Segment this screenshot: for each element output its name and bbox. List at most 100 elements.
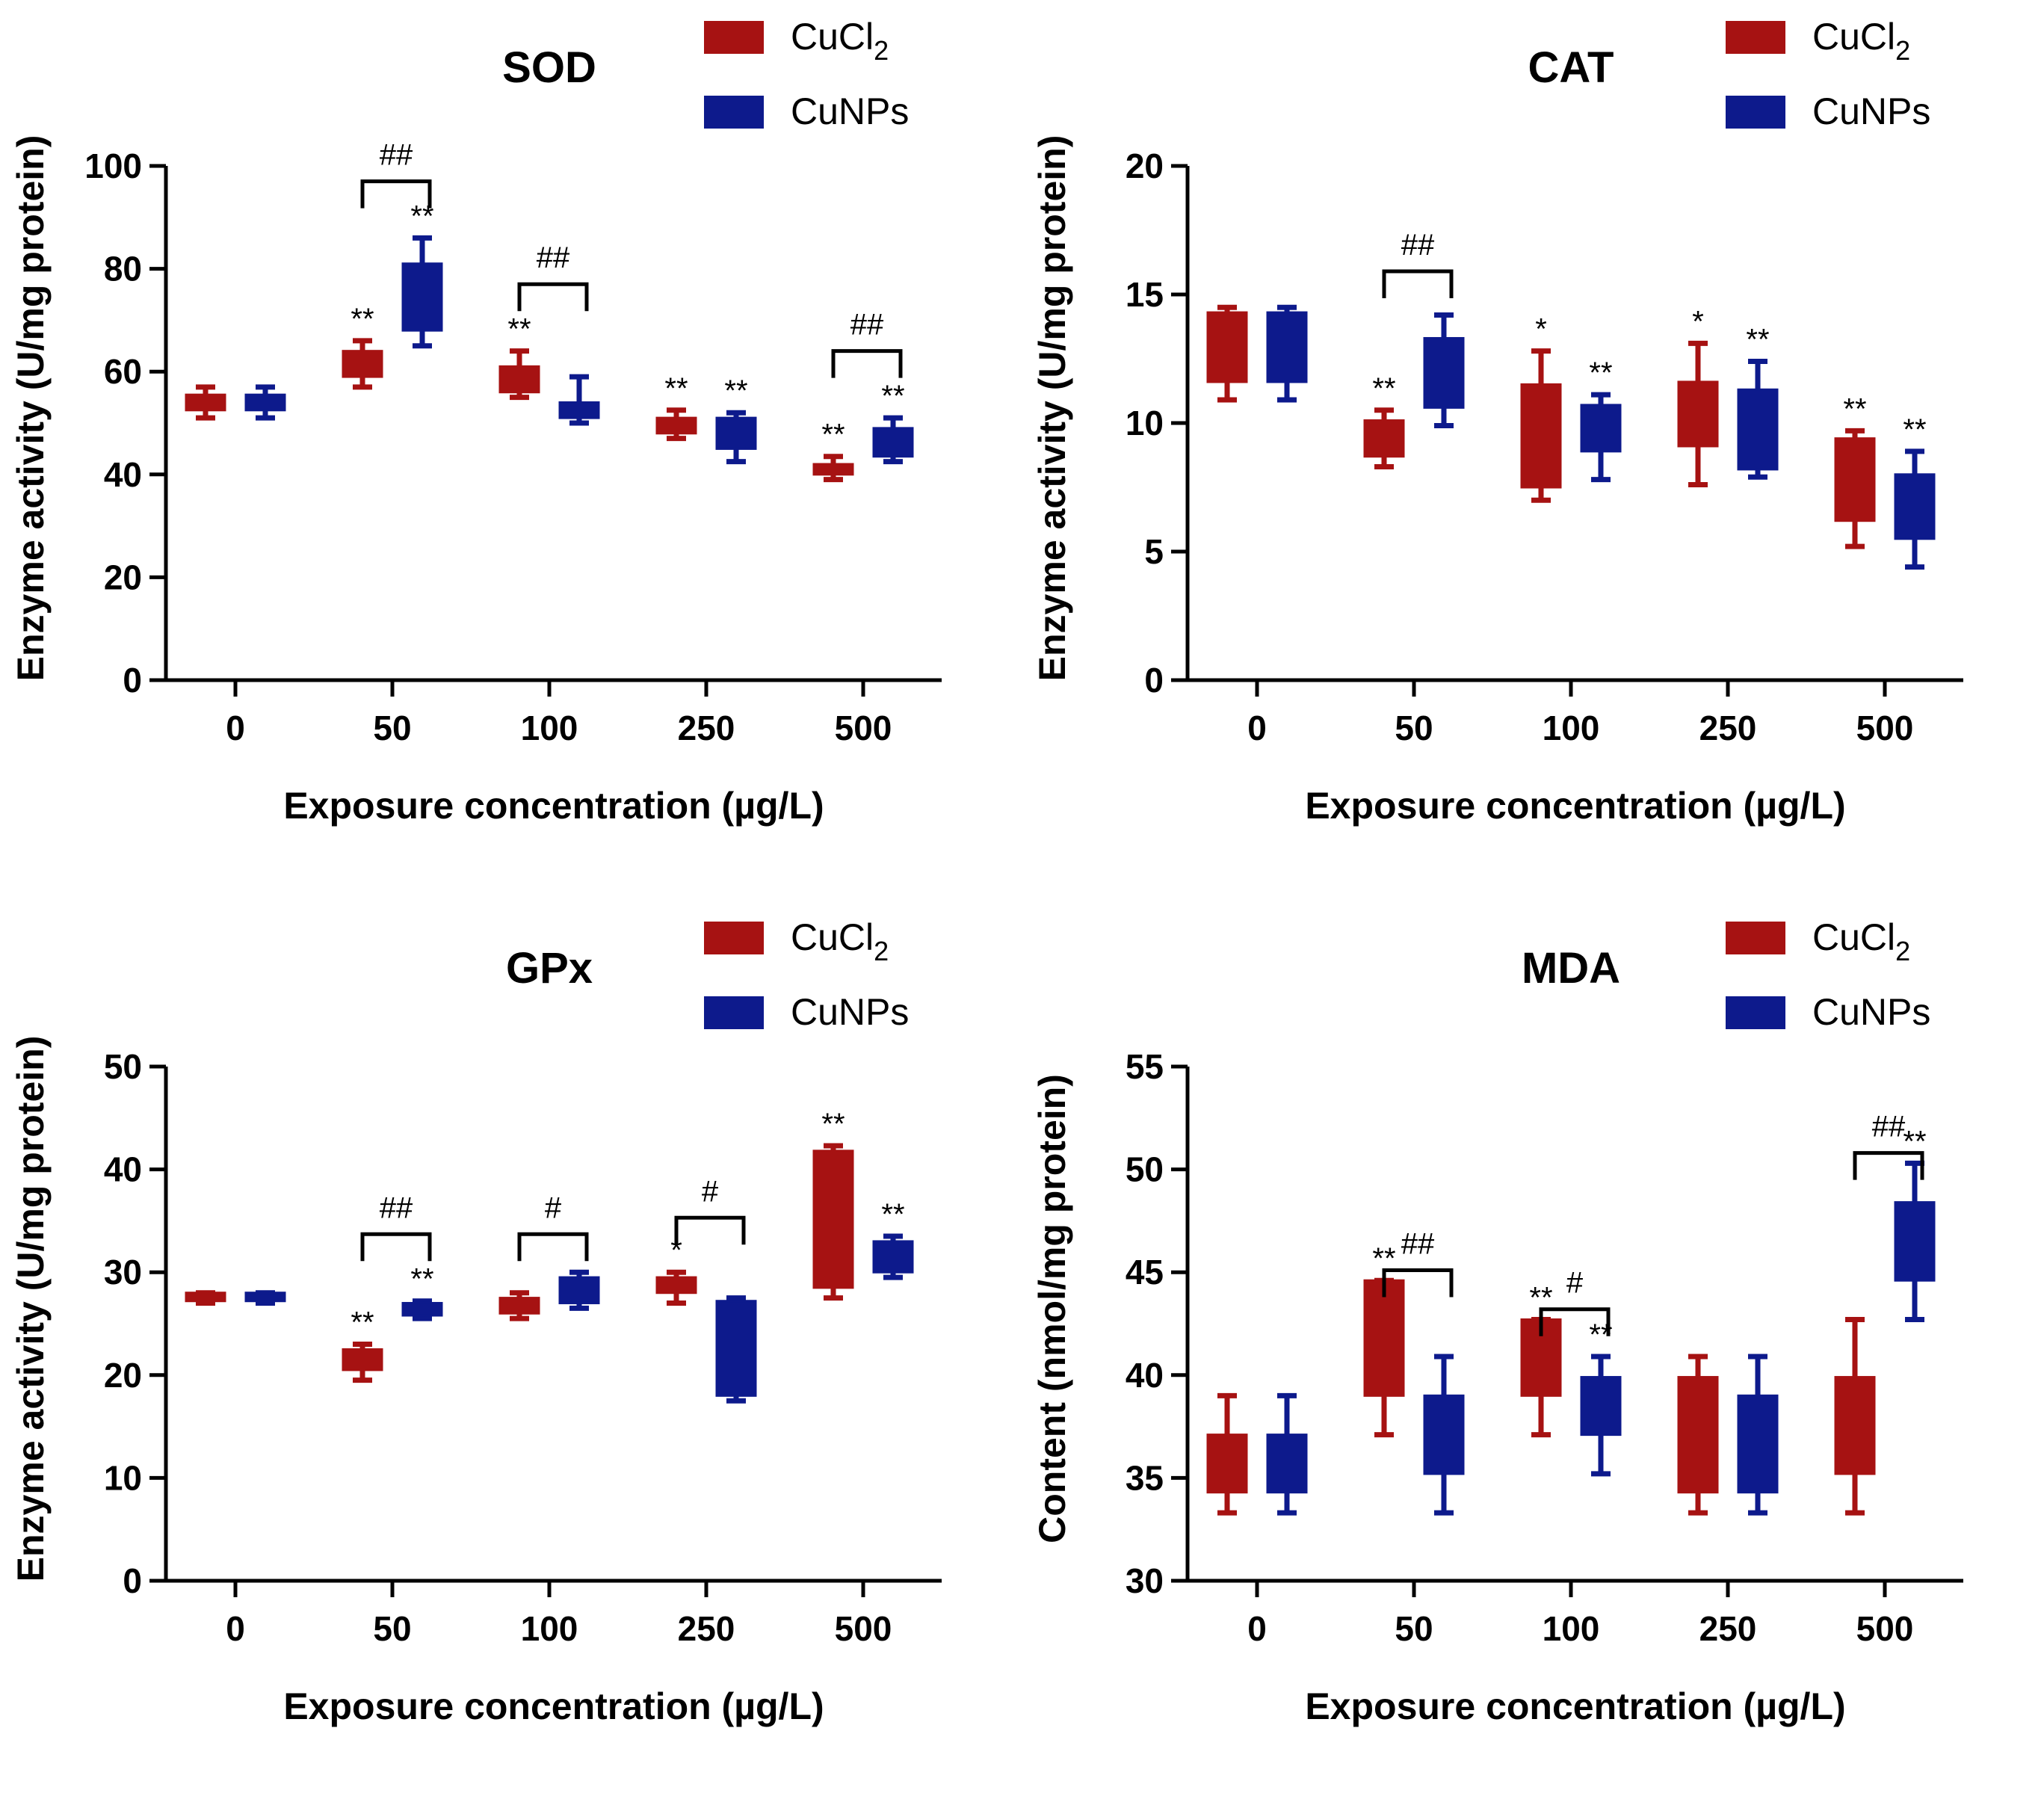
box-cunps-0 (1266, 1392, 1308, 1516)
box-rect (185, 393, 226, 412)
box-rect (655, 416, 697, 435)
box-cucl2-50 (1363, 407, 1405, 469)
significance-marker: ** (881, 380, 904, 413)
box-rect (1677, 1376, 1719, 1494)
legend-label: CuNPs (1812, 991, 1930, 1033)
bracket-label: # (702, 1175, 719, 1208)
box-rect (1266, 1434, 1308, 1494)
legend-swatch (1726, 21, 1785, 54)
cat-panel: CAT 0 5 10 15 20 0 50 100 250 500 Exposure concentr… (1022, 0, 2043, 901)
box-rect (715, 416, 757, 450)
y-tick-label: 10 (1126, 404, 1164, 442)
box-cunps-250 (715, 1295, 757, 1404)
y-tick-label: 20 (104, 558, 142, 596)
box-cucl2-500 (812, 1143, 854, 1301)
box-rect (1266, 311, 1308, 383)
x-tick-label: 0 (226, 709, 245, 747)
box-cunps-0 (1266, 304, 1308, 403)
box-cunps-100 (558, 1269, 600, 1311)
box-rect (1737, 1394, 1779, 1494)
significance-marker: ** (351, 1306, 374, 1339)
box-rect (401, 262, 443, 332)
significance-marker: ** (410, 1263, 433, 1296)
y-tick-label: 30 (1126, 1561, 1164, 1600)
x-tick-label: 0 (1247, 709, 1267, 747)
significance-marker: * (1692, 305, 1704, 338)
bracket-label: # (545, 1191, 562, 1224)
box-rect (872, 1240, 914, 1274)
x-tick-label: 250 (678, 1609, 735, 1648)
legend-swatch (1726, 922, 1785, 954)
chart-svg: MDA 30 35 40 45 50 55 0 50 100 250 500 Exposure conc… (1031, 916, 1963, 1727)
comparison-bracket (831, 349, 903, 378)
box-cunps-50 (401, 235, 443, 349)
chart-title: GPx (506, 944, 593, 993)
legend: CuCl2 CuNPs (704, 916, 909, 1033)
y-axis-label: Enzyme activity (U/mg protein) (10, 135, 52, 682)
box-rect (812, 1150, 854, 1289)
y-axis-label: Enzyme activity (U/mg protein) (1031, 135, 1073, 682)
box-rect (498, 1297, 540, 1315)
comparison-bracket (1382, 269, 1454, 299)
box-cucl2-100 (1520, 348, 1562, 503)
legend-label: CuNPs (791, 90, 909, 132)
box-cucl2-0 (1206, 304, 1248, 403)
comparison-bracket (360, 179, 432, 209)
x-tick-label: 50 (1395, 709, 1433, 747)
box-rect (715, 1300, 757, 1397)
box-cunps-0 (244, 1290, 286, 1306)
box-cunps-100 (558, 374, 600, 426)
legend: CuCl2 CuNPs (1726, 916, 1930, 1033)
bracket-label: ## (1401, 1227, 1435, 1260)
legend-label: CuCl2 (791, 916, 889, 966)
legend-swatch (1726, 96, 1785, 129)
box-rect (244, 1292, 286, 1303)
box-rect (1423, 336, 1465, 409)
y-tick-label: 20 (104, 1356, 142, 1395)
y-tick-label: 10 (104, 1458, 142, 1497)
box-cunps-100 (1580, 392, 1622, 483)
legend-swatch (1726, 996, 1785, 1029)
chart-title: SOD (502, 43, 596, 92)
box-rect (1894, 473, 1936, 540)
legend-swatch (704, 96, 764, 129)
comparison-bracket (517, 282, 589, 312)
x-axis-label: Exposure concentration (µg/L) (1305, 1685, 1845, 1727)
box-cucl2-50 (342, 338, 383, 390)
y-tick-label: 40 (1126, 1356, 1164, 1395)
bracket-label: ## (380, 1191, 413, 1224)
comparison-bracket (517, 1232, 589, 1262)
box-rect (1206, 311, 1248, 383)
box-cucl2-0 (185, 1290, 226, 1306)
comparison-bracket (1382, 1268, 1454, 1297)
legend-label: CuNPs (791, 991, 909, 1033)
y-tick-label: 15 (1126, 275, 1164, 314)
comparison-bracket (674, 1215, 746, 1245)
chart-title: MDA (1522, 944, 1620, 993)
y-tick-label: 35 (1126, 1458, 1164, 1497)
y-tick-label: 60 (104, 352, 142, 391)
significance-marker: ** (821, 1108, 845, 1141)
legend: CuCl2 CuNPs (1726, 16, 1930, 132)
box-cucl2-250 (655, 1269, 697, 1306)
box-rect (1894, 1201, 1936, 1282)
box-rect (1834, 1376, 1876, 1475)
significance-marker: ** (1746, 323, 1769, 356)
y-tick-label: 40 (104, 1150, 142, 1189)
box-rect (812, 463, 854, 476)
y-tick-label: 0 (123, 661, 142, 700)
x-tick-label: 100 (1543, 709, 1600, 747)
y-tick-label: 50 (104, 1047, 142, 1086)
significance-marker: ** (881, 1198, 904, 1231)
bracket-label: ## (1401, 229, 1435, 262)
box-rect (498, 365, 540, 394)
box-cucl2-500 (1834, 1316, 1876, 1516)
box-cunps-500 (1894, 1160, 1936, 1322)
significance-marker: * (1535, 313, 1547, 346)
box-cucl2-0 (1206, 1392, 1248, 1516)
box-cucl2-100 (498, 348, 540, 401)
legend-label: CuNPs (1812, 90, 1930, 132)
x-tick-label: 50 (373, 1609, 411, 1648)
y-tick-label: 0 (123, 1561, 142, 1600)
